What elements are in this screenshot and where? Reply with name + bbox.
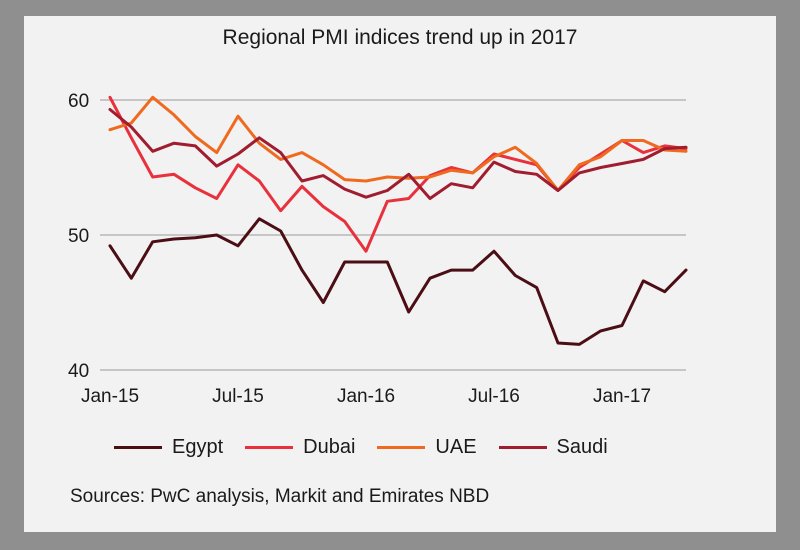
legend-swatch bbox=[114, 446, 162, 449]
legend-swatch bbox=[498, 446, 547, 449]
series-line-dubai bbox=[108, 95, 688, 253]
legend-label: UAE bbox=[435, 436, 477, 458]
x-tick-label: Jan-15 bbox=[81, 386, 139, 407]
series-line-uae bbox=[108, 95, 688, 192]
chart-source: Sources: PwC analysis, Markit and Emirat… bbox=[70, 486, 490, 507]
legend-swatch bbox=[245, 446, 294, 449]
legend-label: Saudi bbox=[556, 436, 608, 458]
series-line-saudi bbox=[108, 108, 688, 200]
legend-label: Egypt bbox=[172, 436, 224, 458]
x-tick-label: Jan-16 bbox=[337, 386, 395, 407]
legend-item-egypt: Egypt bbox=[114, 436, 223, 459]
chart-title: Regional PMI indices trend up in 2017 bbox=[222, 26, 578, 49]
legend-swatch bbox=[377, 446, 426, 449]
legend-item-dubai: Dubai bbox=[245, 436, 355, 459]
legend-item-saudi: Saudi bbox=[498, 436, 608, 459]
line-chart: 60 50 40 Jan-15 Jul-15 Jan-16 Jul-16 Jan-17 bbox=[68, 91, 688, 407]
legend-label: Dubai bbox=[303, 436, 356, 458]
series-line-egypt bbox=[108, 217, 688, 346]
chart-legend: Egypt Dubai UAE Saudi bbox=[114, 436, 630, 459]
legend-item-uae: UAE bbox=[377, 436, 477, 459]
y-tick-label: 60 bbox=[68, 91, 89, 112]
y-tick-label: 50 bbox=[68, 226, 89, 247]
y-tick-label: 40 bbox=[68, 361, 89, 382]
chart-card: Regional PMI indices trend up in 2017 60… bbox=[24, 16, 776, 532]
x-tick-label: Jan-17 bbox=[593, 386, 651, 407]
x-tick-label: Jul-16 bbox=[468, 386, 520, 407]
x-tick-label: Jul-15 bbox=[212, 386, 264, 407]
